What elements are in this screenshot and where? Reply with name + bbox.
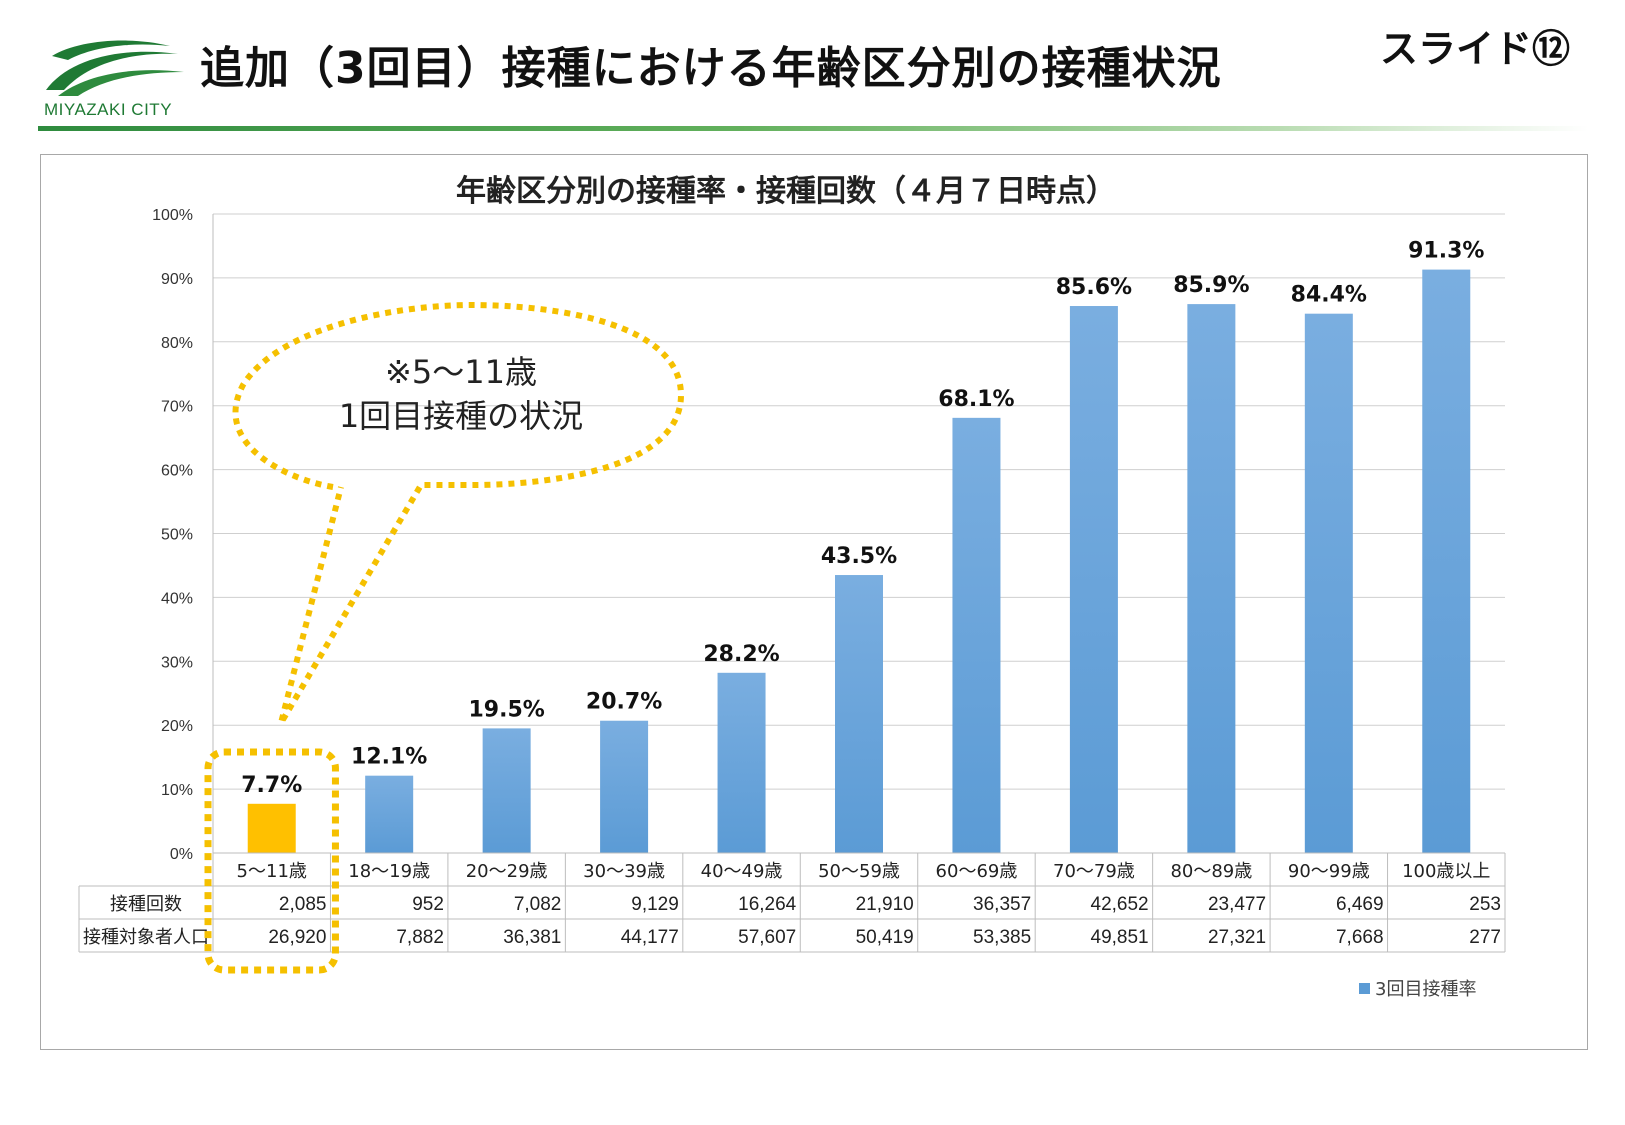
header-divider — [38, 126, 1588, 131]
y-tick-label: 40% — [161, 590, 193, 607]
table-row-label: 接種回数 — [110, 894, 182, 915]
table-cell: 44,177 — [621, 927, 679, 948]
page-title: 追加（3回目）接種における年齢区分別の接種状況 — [200, 43, 1222, 94]
y-tick-label: 0% — [170, 846, 193, 863]
data-label: 91.3% — [1408, 239, 1484, 264]
data-label: 28.2% — [703, 642, 779, 667]
bar — [952, 417, 1001, 853]
bar — [600, 720, 649, 853]
y-tick-label: 100% — [152, 207, 193, 224]
table-cell: 50,419 — [856, 927, 914, 948]
table-cell: 36,357 — [973, 894, 1031, 915]
bar — [1069, 306, 1118, 853]
data-label: 68.1% — [938, 387, 1014, 412]
table-cell: 9,129 — [631, 894, 679, 915]
table-cell: 57,607 — [738, 927, 796, 948]
x-tick-label: 80～89歳 — [1170, 861, 1252, 882]
slide-number: スライド⑫ — [1379, 27, 1570, 71]
table-cell: 277 — [1469, 927, 1501, 948]
table-cell: 26,920 — [268, 927, 326, 948]
y-tick-label: 70% — [161, 399, 193, 416]
table-cell: 952 — [412, 894, 444, 915]
table-cell: 6,469 — [1336, 894, 1384, 915]
x-tick-label: 60～69歳 — [936, 861, 1018, 882]
data-label: 20.7% — [586, 690, 662, 715]
table-row-label: 接種対象者人口 — [83, 927, 209, 948]
table-cell: 27,321 — [1208, 927, 1266, 948]
x-tick-label: 20～29歳 — [466, 861, 548, 882]
table-cell: 49,851 — [1091, 927, 1149, 948]
table-cell: 23,477 — [1208, 894, 1266, 915]
y-tick-label: 60% — [161, 463, 193, 480]
bar — [365, 775, 414, 853]
bar — [1422, 269, 1471, 853]
table-cell: 2,085 — [279, 894, 327, 915]
x-tick-label: 50～59歳 — [818, 861, 900, 882]
callout-line-1: ※5～11歳 — [385, 353, 537, 391]
bar — [717, 672, 766, 853]
x-tick-label: 5～11歳 — [237, 861, 307, 882]
x-tick-label: 18～19歳 — [348, 861, 430, 882]
x-tick-label: 70～79歳 — [1053, 861, 1135, 882]
speech-bubble — [232, 302, 684, 726]
table-cell: 7,882 — [396, 927, 444, 948]
x-tick-label: 90～99歳 — [1288, 861, 1370, 882]
bar — [482, 728, 531, 853]
bar — [247, 803, 296, 853]
miyazaki-city-logo — [46, 40, 184, 96]
data-label: 43.5% — [821, 544, 897, 569]
data-label: 85.9% — [1173, 273, 1249, 298]
y-tick-label: 50% — [161, 527, 193, 544]
table-cell: 53,385 — [973, 927, 1031, 948]
legend-swatch — [1359, 983, 1370, 994]
x-tick-label: 30～39歳 — [583, 861, 665, 882]
x-tick-label: 100歳以上 — [1402, 861, 1490, 882]
highlight-dotted-box — [204, 748, 339, 974]
data-label: 12.1% — [351, 745, 427, 770]
y-tick-label: 90% — [161, 271, 193, 288]
logo-text: MIYAZAKI CITY — [44, 100, 173, 119]
table-cell: 21,910 — [856, 894, 914, 915]
y-tick-label: 80% — [161, 335, 193, 352]
bar — [1187, 304, 1236, 853]
data-label: 19.5% — [468, 697, 544, 722]
table-cell: 7,082 — [514, 894, 562, 915]
slide-header: MIYAZAKI CITY 追加（3回目）接種における年齢区分別の接種状況 スラ… — [0, 0, 1625, 140]
callout-line-2: 1回目接種の状況 — [339, 397, 583, 435]
data-label: 7.7% — [241, 773, 302, 798]
data-label: 84.4% — [1291, 283, 1367, 308]
y-tick-label: 30% — [161, 654, 193, 671]
y-tick-label: 20% — [161, 718, 193, 735]
y-tick-label: 10% — [161, 782, 193, 799]
chart-title: 年齢区分別の接種率・接種回数（４月７日時点） — [456, 174, 1116, 209]
x-tick-label: 40～49歳 — [701, 861, 783, 882]
table-cell: 42,652 — [1091, 894, 1149, 915]
bar — [835, 575, 883, 853]
table-cell: 16,264 — [738, 894, 797, 915]
legend-label: 3回目接種率 — [1375, 979, 1476, 1000]
table-cell: 7,668 — [1336, 927, 1384, 948]
table-cell: 253 — [1469, 894, 1501, 915]
chart-frame: 年齢区分別の接種率・接種回数（４月７日時点） 0% 10% 20% 30% 40% 50%… — [40, 154, 1588, 1050]
table-cell: 36,381 — [503, 927, 561, 948]
bar-chart: 年齢区分別の接種率・接種回数（４月７日時点） 0% 10% 20% 30% 40% 50%… — [78, 174, 1506, 1000]
bar — [1304, 313, 1353, 853]
data-label: 85.6% — [1056, 275, 1132, 300]
